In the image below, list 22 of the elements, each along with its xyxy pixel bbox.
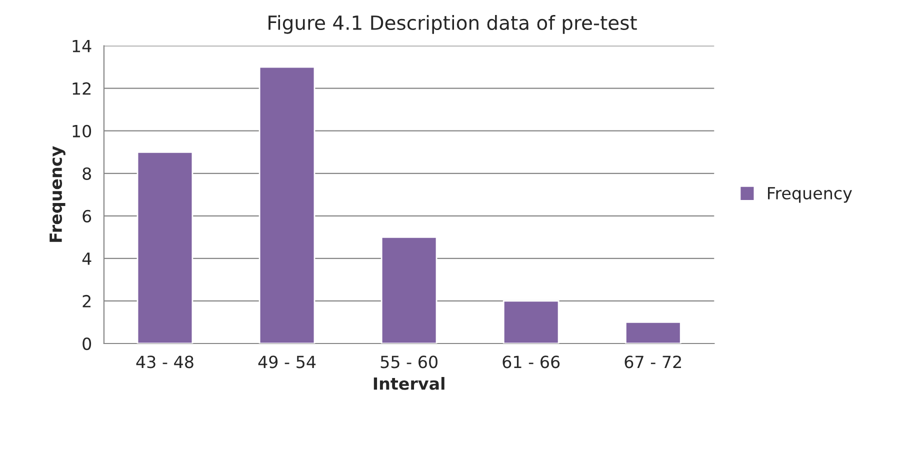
x-tick-label: 43 - 48 — [136, 356, 194, 368]
x-tick-label: 55 - 60 — [380, 356, 438, 368]
x-tick-label: 61 - 66 — [502, 356, 560, 368]
bar — [624, 322, 682, 344]
bar — [258, 66, 316, 344]
chart-title: Figure 4.1 Description data of pre-test — [268, 14, 637, 34]
bar — [136, 151, 194, 344]
y-tick-label: 10 — [72, 124, 92, 138]
y-tick-label: 12 — [72, 82, 90, 95]
y-tick-label: 14 — [72, 40, 92, 52]
y-tick-label: 8 — [82, 167, 92, 180]
y-axis-title: Frequency — [50, 146, 66, 242]
y-tick-label: 0 — [82, 337, 92, 350]
bar — [380, 236, 438, 344]
y-tick-label: 4 — [82, 252, 92, 265]
bar — [502, 300, 560, 344]
y-tick-label: 2 — [82, 294, 90, 308]
legend-label: Frequency — [768, 187, 852, 203]
x-tick-label: 67 - 72 — [624, 356, 681, 368]
y-tick-label: 6 — [82, 210, 92, 222]
x-axis-title: Interval — [374, 376, 444, 390]
x-tick-label: 49 - 54 — [258, 356, 316, 368]
